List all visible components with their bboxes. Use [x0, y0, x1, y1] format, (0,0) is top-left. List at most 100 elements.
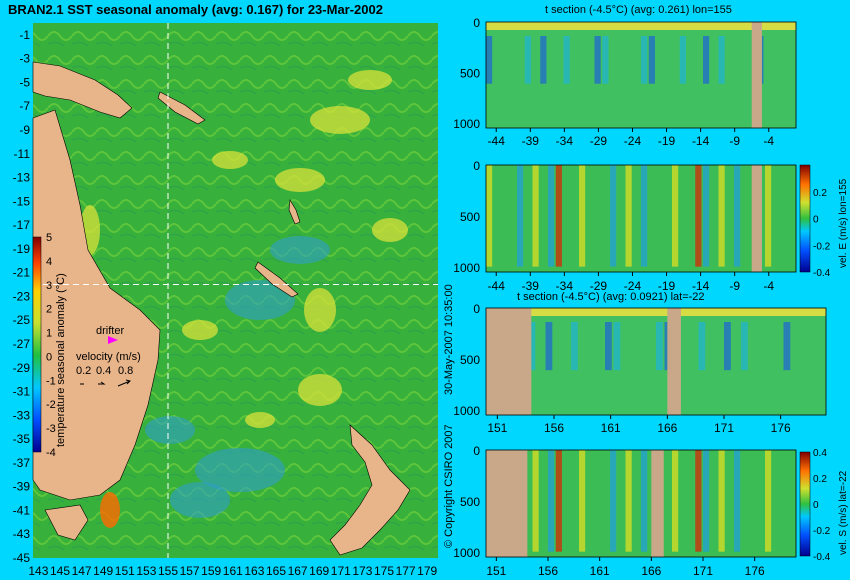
map-x-tick-label: 161: [223, 564, 243, 578]
temp-section-lon-panel: 0 500 1000 -44 -39 -34 -29 -24 -19 -14 -9 -4: [453, 16, 797, 148]
map-y-tick-label: -9: [19, 123, 30, 137]
map-y-axis: -1 -3 -5 -7 -9 -11 -13 -15 -17 -19 -21 -23 -25 -27 -29…: [13, 28, 31, 565]
surface-warm-layer: [486, 308, 826, 316]
section-feature: [571, 322, 578, 371]
section-feature: [703, 165, 710, 267]
section-x-tick-label: -4: [763, 134, 774, 148]
land-australia: [32, 109, 161, 501]
map-x-tick-label: 157: [180, 564, 200, 578]
hot-anomaly-patch: [100, 492, 120, 528]
section-feature: [579, 450, 586, 552]
section-x-tick-label: -39: [522, 134, 540, 148]
section-title-lon: t section (-4.5°C) (avg: 0.261) lon=155: [545, 4, 732, 16]
section-x-tick-label: -29: [590, 279, 608, 293]
warm-anomaly-patch: [304, 288, 336, 332]
land-tasmania: [44, 504, 89, 541]
map-x-tick-label: 153: [136, 564, 156, 578]
section-feature: [532, 165, 539, 267]
velocity-colorbar-tick: -0.4: [813, 552, 831, 563]
map-y-tick-label: -19: [13, 242, 31, 256]
section-y-tick-label: 0: [473, 16, 480, 30]
velocity-colorbar-tick: 0.4: [813, 448, 827, 459]
section-feature: [741, 322, 748, 371]
section-y-tick-label: 500: [460, 495, 480, 509]
map-y-tick-label: -45: [13, 551, 31, 565]
section-feature: [610, 450, 617, 552]
temperature-colorbar-tick: 5: [46, 232, 52, 244]
section-feature: [555, 165, 562, 267]
section-x-tick-label: -4: [763, 279, 774, 293]
section-x-tick-label: 151: [486, 564, 506, 578]
section-y-tick-label: 1000: [453, 117, 480, 131]
section-feature: [548, 450, 555, 552]
section-feature: [517, 165, 524, 267]
temperature-colorbar: [32, 236, 42, 453]
vel-s-section-panel: 0 500 1000 151 156 161 166 171 176: [453, 444, 797, 578]
section-x-tick-label: -9: [729, 279, 740, 293]
temperature-colorbar-tick: -4: [46, 447, 56, 459]
section-frame: [485, 449, 797, 558]
section-feature: [524, 36, 531, 84]
section-x-tick-label: 161: [601, 421, 621, 435]
vel-s-colorbar-ticks: 0.4 0.2 0 -0.2 -0.4: [813, 448, 831, 563]
section-x-tick-label: 156: [544, 421, 564, 435]
map-y-tick-label: -33: [13, 408, 31, 422]
map-y-tick-label: -17: [13, 218, 31, 232]
section-x-tick-label: 166: [657, 421, 677, 435]
surface-warm-layer: [486, 22, 796, 30]
map-x-tick-label: 167: [288, 564, 308, 578]
section-feature: [579, 165, 586, 267]
warm-anomaly-patch: [298, 374, 342, 406]
section-feature: [532, 450, 539, 552]
section-x-tick-label: 176: [771, 421, 791, 435]
map-y-tick-label: -37: [13, 456, 31, 470]
temperature-colorbar-tick: -3: [46, 423, 56, 435]
land-mask: [486, 308, 532, 415]
temperature-colorbar-label: temperature seasonal anomaly (°C): [55, 273, 67, 447]
cool-anomaly-patch: [270, 236, 330, 264]
section-y-tick-label: 500: [460, 66, 480, 80]
section-x-tick-label: 151: [487, 421, 507, 435]
vel-e-section-panel: 0 500 1000 -44 -39 -34 -29 -24 -19 -14 -9 -4: [453, 159, 797, 293]
map-y-tick-label: -29: [13, 361, 31, 375]
cool-anomaly-patch: [225, 280, 295, 320]
section-x-tick-label: 166: [641, 564, 661, 578]
section-feature: [563, 36, 570, 84]
land-mask: [651, 450, 664, 557]
section-y-tick-label: 0: [473, 302, 480, 316]
section-y-tick-label: 1000: [453, 404, 480, 418]
section-frame: [485, 164, 797, 273]
warm-anomaly-patch: [212, 151, 248, 169]
section-feature: [718, 450, 725, 552]
map-x-tick-label: 143: [28, 564, 48, 578]
section-feature: [672, 165, 679, 267]
section-feature: [695, 165, 702, 267]
anomaly-patches: [80, 70, 408, 528]
map-x-tick-label: 159: [201, 564, 221, 578]
map-x-axis: 143 145 147 149 151 153 155 157 159 161 163 165 167 1…: [28, 564, 437, 578]
section-feature: [602, 36, 609, 84]
vel-e-colorbar-label: vel. E (m/s) lon=155: [838, 178, 849, 268]
map-x-tick-label: 177: [396, 564, 416, 578]
velocity-colorbar-tick: 0: [813, 500, 819, 511]
section-x-tick-label: -29: [590, 134, 608, 148]
temperature-colorbar-tick: 3: [46, 280, 52, 292]
section-feature: [545, 322, 553, 371]
section-feature: [613, 322, 621, 371]
land-mask: [486, 450, 528, 557]
map-x-tick-label: 165: [266, 564, 286, 578]
section-feature: [548, 165, 555, 267]
cool-anomaly-patch: [195, 448, 285, 492]
section-feature: [641, 165, 648, 267]
land-solomon-islands: [157, 91, 206, 125]
section-feature: [783, 322, 791, 371]
section-feature: [734, 165, 741, 267]
velocity-colorbar-tick: 0.2: [813, 188, 827, 199]
map-x-tick-label: 147: [72, 564, 92, 578]
section-feature: [486, 165, 493, 267]
section-feature: [641, 450, 648, 552]
velocity-legend-value: 0.2: [76, 365, 91, 377]
section-y-tick-label: 1000: [453, 261, 480, 275]
section-feature: [698, 322, 706, 371]
map-y-tick-label: -7: [19, 99, 30, 113]
